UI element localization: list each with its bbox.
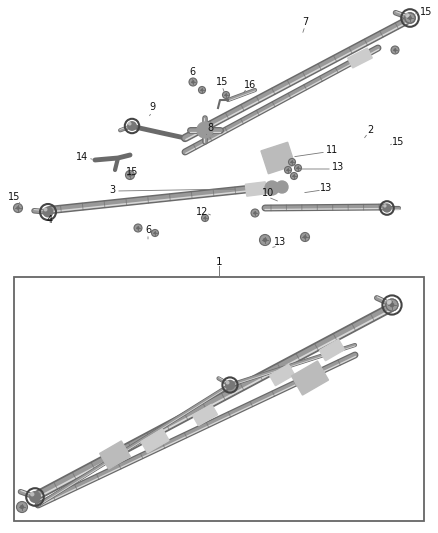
Text: 15: 15: [216, 77, 228, 87]
Bar: [14, 277, 424, 521]
Circle shape: [276, 181, 288, 193]
Polygon shape: [269, 364, 294, 386]
Circle shape: [17, 502, 28, 513]
Text: 2: 2: [367, 125, 373, 135]
Circle shape: [42, 206, 53, 217]
Circle shape: [393, 49, 396, 52]
Circle shape: [391, 46, 399, 54]
Circle shape: [265, 181, 279, 195]
Polygon shape: [100, 441, 131, 469]
Circle shape: [191, 80, 194, 84]
Text: 13: 13: [332, 162, 344, 172]
Circle shape: [198, 86, 205, 93]
Text: 6: 6: [145, 225, 151, 235]
Circle shape: [389, 303, 394, 308]
Polygon shape: [245, 182, 267, 196]
Text: 16: 16: [244, 80, 256, 90]
Circle shape: [29, 491, 41, 503]
Circle shape: [134, 224, 142, 232]
Circle shape: [290, 173, 297, 180]
Circle shape: [290, 160, 293, 164]
Circle shape: [259, 235, 271, 246]
Polygon shape: [141, 429, 169, 453]
Circle shape: [201, 88, 203, 91]
Polygon shape: [319, 340, 345, 361]
Circle shape: [201, 214, 208, 222]
Text: 8: 8: [207, 123, 213, 133]
Text: 15: 15: [392, 137, 404, 147]
Text: 12: 12: [196, 207, 208, 217]
Text: 3: 3: [109, 185, 115, 195]
Circle shape: [128, 173, 132, 177]
Circle shape: [154, 232, 156, 235]
Circle shape: [297, 167, 300, 169]
Circle shape: [383, 204, 387, 207]
Circle shape: [128, 122, 131, 126]
Circle shape: [405, 13, 415, 23]
Circle shape: [20, 505, 24, 509]
Circle shape: [127, 121, 137, 131]
Circle shape: [223, 92, 230, 99]
Circle shape: [294, 165, 301, 172]
Polygon shape: [192, 405, 218, 426]
Circle shape: [30, 492, 35, 496]
Text: 1: 1: [215, 257, 223, 267]
Circle shape: [385, 298, 399, 312]
Text: 6: 6: [189, 67, 195, 77]
Circle shape: [300, 232, 310, 241]
Circle shape: [189, 78, 197, 86]
Text: 7: 7: [302, 17, 308, 27]
Circle shape: [14, 204, 22, 213]
Circle shape: [386, 299, 398, 311]
Text: 13: 13: [320, 183, 332, 193]
Circle shape: [405, 13, 410, 18]
Text: 14: 14: [76, 152, 88, 162]
Circle shape: [263, 238, 267, 242]
Polygon shape: [348, 48, 372, 68]
Circle shape: [126, 171, 134, 180]
Text: 9: 9: [149, 102, 155, 112]
Circle shape: [303, 235, 307, 239]
Circle shape: [254, 212, 257, 215]
Text: 13: 13: [274, 237, 286, 247]
Circle shape: [289, 158, 296, 166]
Circle shape: [382, 203, 392, 213]
Circle shape: [408, 16, 412, 20]
Circle shape: [197, 122, 213, 138]
Text: 11: 11: [326, 145, 338, 155]
Circle shape: [226, 381, 230, 384]
Circle shape: [293, 175, 295, 177]
Circle shape: [43, 207, 47, 212]
Circle shape: [251, 209, 259, 217]
Circle shape: [225, 94, 227, 96]
Circle shape: [204, 216, 206, 220]
Circle shape: [16, 206, 20, 210]
Circle shape: [286, 168, 290, 172]
Circle shape: [285, 166, 292, 174]
Circle shape: [152, 230, 159, 237]
Circle shape: [404, 12, 416, 24]
Text: 15: 15: [8, 192, 20, 202]
Polygon shape: [292, 361, 328, 395]
Circle shape: [225, 380, 235, 390]
Circle shape: [136, 227, 140, 230]
Text: 15: 15: [126, 167, 138, 177]
Text: 15: 15: [420, 7, 432, 17]
Text: 4: 4: [47, 215, 53, 225]
Polygon shape: [261, 142, 295, 174]
Circle shape: [387, 300, 392, 304]
Text: 10: 10: [262, 188, 274, 198]
